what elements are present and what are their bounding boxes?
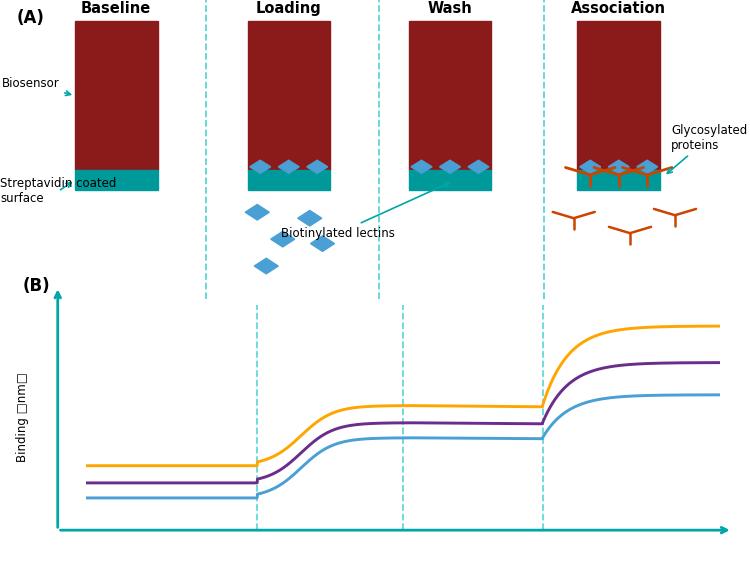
Text: (B): (B) xyxy=(22,277,50,296)
Text: (A): (A) xyxy=(16,9,44,27)
Text: Glycosylated
proteins: Glycosylated proteins xyxy=(668,124,748,173)
Bar xyxy=(578,21,660,170)
Polygon shape xyxy=(440,160,460,173)
Text: Biotinylated lectins: Biotinylated lectins xyxy=(281,183,449,240)
Bar xyxy=(75,21,158,170)
Polygon shape xyxy=(271,231,295,247)
Bar xyxy=(248,170,330,190)
Text: Streptavidin coated
surface: Streptavidin coated surface xyxy=(0,177,116,205)
Bar xyxy=(409,170,491,190)
Bar xyxy=(248,21,330,170)
Text: Loading: Loading xyxy=(256,2,322,16)
Text: Binding □nm□: Binding □nm□ xyxy=(16,372,29,462)
Polygon shape xyxy=(637,160,658,173)
Bar xyxy=(409,21,491,170)
Bar xyxy=(75,170,158,190)
Polygon shape xyxy=(278,160,299,173)
Polygon shape xyxy=(245,205,269,220)
Polygon shape xyxy=(580,160,601,173)
Text: Biosensor: Biosensor xyxy=(2,77,70,95)
Polygon shape xyxy=(298,210,322,226)
Text: Wash: Wash xyxy=(427,2,472,16)
Polygon shape xyxy=(411,160,432,173)
Polygon shape xyxy=(307,160,328,173)
Polygon shape xyxy=(250,160,271,173)
Polygon shape xyxy=(608,160,629,173)
Polygon shape xyxy=(310,236,334,252)
Polygon shape xyxy=(468,160,489,173)
Polygon shape xyxy=(254,258,278,274)
Bar xyxy=(578,170,660,190)
Text: Baseline: Baseline xyxy=(81,2,152,16)
Text: Association: Association xyxy=(572,2,666,16)
